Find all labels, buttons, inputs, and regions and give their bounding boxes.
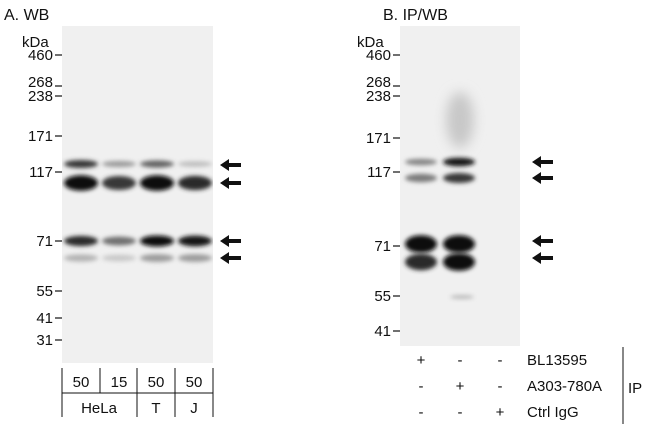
band	[64, 235, 98, 247]
marker-label-238: 238	[28, 88, 53, 105]
band	[102, 254, 136, 262]
band	[405, 235, 437, 253]
cell-line-hela: HeLa	[81, 400, 118, 417]
arrow-left-icon	[220, 235, 241, 247]
marker-label-55: 55	[374, 288, 391, 305]
ip-table: + - - BL13595 - + - A303-780A - - + Ctrl IgG	[417, 352, 602, 421]
panel-b-bands	[405, 92, 475, 299]
marker-label-238: 238	[366, 88, 391, 105]
marker-label-117: 117	[29, 164, 53, 181]
band-arrows	[220, 156, 553, 264]
band	[64, 160, 98, 168]
band	[450, 295, 474, 299]
marker-label-117: 117	[367, 164, 391, 181]
marker-label-41: 41	[36, 310, 53, 327]
panel-a-title: A. WB	[4, 7, 49, 24]
band	[140, 160, 174, 168]
band	[140, 235, 174, 247]
band	[140, 254, 174, 262]
marker-label-41: 41	[374, 323, 391, 340]
marker-label-460: 460	[28, 47, 53, 64]
marker-label-171: 171	[28, 128, 53, 145]
ip-sign: +	[456, 378, 465, 395]
ip-sign: -	[458, 352, 463, 369]
ip-sign: +	[496, 404, 505, 421]
lane-amount: 50	[148, 374, 165, 391]
band	[443, 235, 475, 253]
ip-sign: +	[417, 352, 426, 369]
band	[178, 235, 212, 247]
marker-label-460: 460	[366, 47, 391, 64]
band	[405, 173, 437, 183]
panel-a-lane-table	[61, 368, 214, 417]
arrow-left-icon	[220, 252, 241, 264]
arrow-left-icon	[532, 252, 553, 264]
panel-a-unit: kDa	[22, 34, 49, 51]
marker-label-55: 55	[36, 283, 53, 300]
lane-amount: 50	[73, 374, 90, 391]
arrow-left-icon	[220, 159, 241, 171]
marker-label-268: 268	[366, 74, 391, 91]
band	[443, 157, 475, 167]
cell-line-t: T	[151, 400, 160, 417]
band	[178, 175, 212, 191]
ip-sign: -	[498, 352, 503, 369]
ip-sign: -	[419, 378, 424, 395]
band	[178, 161, 212, 167]
ip-antibody-label: BL13595	[527, 352, 587, 369]
ip-sign: -	[458, 404, 463, 421]
panel-b-membrane	[400, 26, 520, 346]
band	[140, 175, 174, 191]
ip-sign: -	[498, 378, 503, 395]
arrow-left-icon	[220, 177, 241, 189]
band	[405, 158, 437, 166]
lane-amount: 50	[186, 374, 203, 391]
ip-sign: -	[419, 404, 424, 421]
lane-amount: 15	[111, 374, 128, 391]
marker-label-71: 71	[374, 238, 391, 255]
panel-b-unit: kDa	[357, 34, 384, 51]
band	[64, 175, 98, 191]
band	[405, 253, 437, 271]
cell-line-j: J	[190, 400, 198, 417]
arrow-left-icon	[532, 172, 553, 184]
band	[102, 176, 136, 190]
marker-label-71: 71	[36, 233, 53, 250]
marker-label-171: 171	[366, 130, 391, 147]
band	[178, 254, 212, 262]
panel-a-bands	[64, 160, 212, 262]
band	[443, 253, 475, 271]
smear	[446, 92, 474, 148]
band	[102, 236, 136, 246]
panel-a-membrane	[62, 26, 213, 363]
marker-label-268: 268	[28, 74, 53, 91]
band	[64, 254, 98, 262]
arrow-left-icon	[532, 156, 553, 168]
ip-antibody-label: A303-780A	[527, 378, 602, 395]
ip-label: IP	[628, 380, 642, 397]
ip-antibody-label: Ctrl IgG	[527, 404, 579, 421]
band	[443, 173, 475, 183]
panel-b-title: B. IP/WB	[383, 7, 448, 24]
marker-label-31: 31	[36, 332, 53, 349]
arrow-left-icon	[532, 235, 553, 247]
band	[102, 160, 136, 168]
